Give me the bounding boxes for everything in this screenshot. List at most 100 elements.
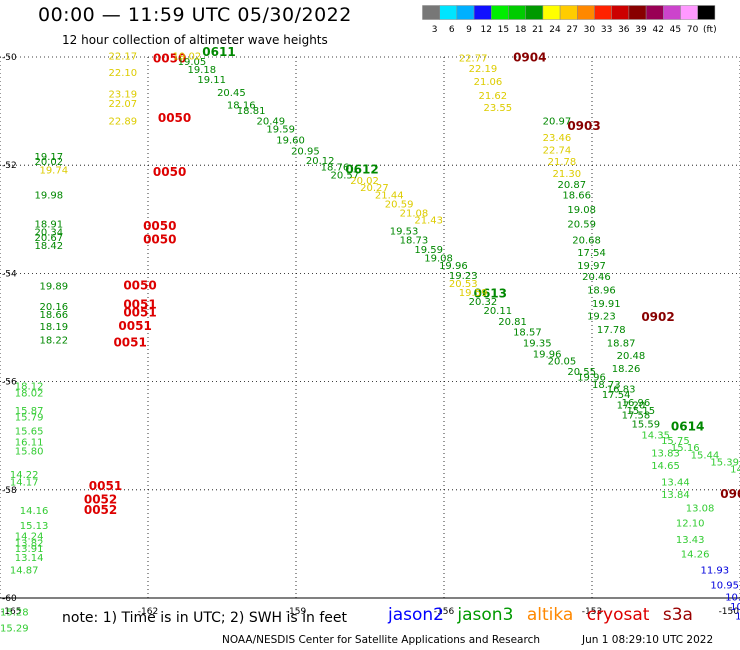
wave-height-label: 18.81 [237, 106, 266, 117]
wave-height-label: 18.22 [39, 336, 68, 347]
wave-height-label: 16.96 [622, 398, 651, 409]
wave-height-label: 15.13 [20, 521, 49, 532]
wave-height-label: 20.11 [483, 306, 512, 317]
pass-time-label: 0904 [513, 50, 546, 64]
chart-subtitle: 12 hour collection of altimeter wave hei… [62, 33, 328, 47]
wave-height-label: 15.29 [0, 624, 29, 635]
wave-height-label: 18.73 [400, 236, 429, 247]
color-scale-label: 39 [635, 25, 647, 35]
wave-height-label: 17.20 [617, 401, 646, 412]
wave-height-label: 21.78 [548, 157, 577, 168]
wave-height-label: 21.08 [400, 209, 429, 220]
wave-height-label: 19.35 [523, 338, 552, 349]
color-scale-label: 70 [687, 25, 699, 35]
wave-height-label: 20.87 [557, 180, 586, 191]
wave-height-label: 20.49 [257, 117, 286, 128]
pass-time-label: 0051 [118, 319, 151, 333]
wave-height-label: 18.16 [227, 100, 256, 111]
pass-time-label: 0903 [567, 119, 600, 133]
wave-height-label: 21.30 [553, 169, 582, 180]
wave-height-label: 19.11 [197, 75, 226, 86]
series-s3a: 0904 0903 0902 0901 [513, 50, 740, 501]
wave-height-label: 20.45 [217, 88, 246, 99]
wave-height-label: 13.08 [686, 503, 715, 514]
wave-height-label: 20.16 [39, 302, 68, 313]
wave-height-label: 13.14 [15, 553, 44, 564]
x-tick-label: -162 [138, 607, 158, 617]
wave-height-label: 17.58 [622, 410, 651, 421]
wave-height-label: 11.93 [701, 566, 730, 577]
wave-height-label: 19.60 [276, 136, 305, 147]
y-tick-label: -58 [2, 486, 17, 496]
wave-height-label: 15.16 [671, 443, 700, 454]
generation-timestamp: Jun 1 08:29:10 UTC 2022 [582, 634, 714, 646]
wave-height-label: 22.19 [469, 64, 498, 75]
wave-height-label: 19.96 [439, 261, 468, 272]
pass-time-label: 0051 [113, 335, 146, 349]
wave-height-label: 18.76 [321, 163, 350, 174]
wave-height-label: 15.65 [15, 427, 44, 438]
wave-height-label: 23.46 [543, 133, 572, 144]
wave-height-label: 19.59 [414, 245, 443, 256]
color-scale-label: 6 [449, 25, 455, 35]
satellite-legend: jason2 jason3 altika cryosat s3a [388, 605, 701, 625]
satellite-jason2: jason2 [388, 605, 444, 625]
wave-height-label: 20.59 [385, 199, 414, 210]
wave-height-label: 17.54 [602, 390, 631, 401]
wave-height-label: 20.59 [567, 219, 596, 230]
wave-height-label: 10.95 [710, 580, 739, 591]
pass-time-label: 0050 [123, 279, 156, 293]
wave-height-label: 13.84 [661, 490, 690, 501]
wave-height-label: 16.83 [607, 384, 636, 395]
wave-height-label: 19.96 [577, 373, 606, 384]
wave-height-label: 22.07 [109, 99, 138, 110]
pass-time-label: 0050 [158, 111, 191, 125]
wave-height-label: 17.54 [577, 248, 606, 259]
wave-height-label: 18.19 [39, 322, 68, 333]
wave-height-label: 20.81 [498, 317, 527, 328]
wave-height-label: 19.74 [39, 165, 68, 176]
x-tick-label: -156 [434, 607, 455, 617]
wave-height-label: 15.87 [15, 406, 44, 417]
wave-height-label: 20.27 [360, 183, 389, 194]
wave-height-label: 21.62 [479, 91, 508, 102]
wave-height-label: 20.57 [331, 171, 360, 182]
wave-height-label: 21.44 [375, 191, 404, 202]
wave-height-label: 10.18 [730, 602, 740, 613]
wave-height-label: 18.66 [39, 310, 68, 321]
wave-height-label: 19.08 [424, 253, 453, 264]
wave-height-label: 18.26 [612, 364, 641, 375]
pass-time-label: 0614 [671, 419, 704, 433]
color-scale-label: 12 [480, 25, 491, 35]
satellite-altika: altika [526, 605, 574, 625]
wave-height-label: 19.97 [577, 261, 606, 272]
y-tick-label: -52 [2, 161, 17, 171]
wave-height-label: 18.66 [562, 191, 591, 202]
x-tick-label: -165 [1, 607, 21, 617]
color-scale-label: 9 [466, 25, 472, 35]
wave-height-label: 17.78 [597, 325, 626, 336]
pass-time-label: 0611 [202, 45, 235, 59]
wave-height-label: 13.82 [15, 539, 44, 550]
color-scale-label: 42 [652, 25, 663, 35]
wave-height-label: 20.48 [617, 351, 646, 362]
wave-height-label: 20.55 [567, 367, 596, 378]
wave-height-label: 20.02 [350, 176, 379, 187]
pass-time-label: 0613 [474, 287, 507, 301]
wave-height-label: 18.42 [35, 241, 64, 252]
series-cryosat: 0050005000500050005000500051005100510051… [84, 51, 191, 517]
wave-height-label: 19.17 [35, 152, 64, 163]
pass-time-label: 0612 [345, 162, 378, 176]
wave-height-label: 10.0 [735, 612, 740, 623]
pass-time-label: 0051 [123, 298, 156, 312]
color-scale-label: 21 [532, 25, 543, 35]
pass-time-label: 0901 [720, 487, 740, 501]
wave-height-label: 20.34 [35, 228, 64, 239]
pass-time-label: 0050 [143, 233, 176, 247]
color-scale-label: 24 [549, 25, 561, 35]
wave-height-label: 18.91 [35, 219, 64, 230]
wave-height-label: 20.53 [449, 279, 478, 290]
satellite-jason3: jason3 [457, 605, 514, 625]
x-tick-label: -150 [719, 607, 740, 617]
